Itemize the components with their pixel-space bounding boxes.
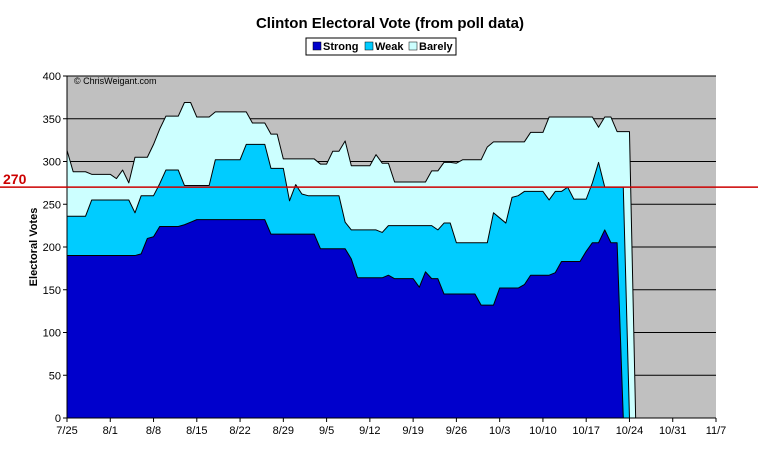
legend-swatch-strong xyxy=(312,41,322,51)
y-tick-label-250: 250 xyxy=(43,199,61,211)
y-axis-ticks: 0 50 100 150 200 250 300 350 400 xyxy=(43,71,67,425)
x-tick-label-15: 11/7 xyxy=(706,425,727,437)
legend-box xyxy=(305,37,457,56)
y-tick-label-50: 50 xyxy=(49,370,61,382)
x-tick-label-1: 8/1 xyxy=(103,425,118,437)
y-tick-label-300: 300 xyxy=(43,157,61,169)
x-tick-label-7: 9/12 xyxy=(359,425,380,437)
legend-swatch-barely xyxy=(408,41,418,51)
threshold-270-label: 270 xyxy=(3,171,27,187)
area-series xyxy=(66,102,637,419)
x-tick-label-5: 8/29 xyxy=(273,425,294,437)
x-tick-label-13: 10/24 xyxy=(616,425,644,437)
series-area-strong xyxy=(66,219,637,419)
legend: Strong Weak Barely xyxy=(305,37,457,56)
x-tick-label-2: 8/8 xyxy=(146,425,161,437)
x-tick-label-9: 9/26 xyxy=(446,425,467,437)
y-tick-label-150: 150 xyxy=(43,285,61,297)
legend-label-barely: Barely xyxy=(419,41,454,53)
x-tick-label-3: 8/15 xyxy=(186,425,207,437)
y-tick-label-0: 0 xyxy=(55,413,61,425)
x-axis-ticks: 7/25 8/1 8/8 8/15 8/22 8/29 9/5 9/12 9/19 9/26 10/… xyxy=(56,418,726,437)
x-tick-label-11: 10/10 xyxy=(529,425,557,437)
x-tick-label-6: 9/5 xyxy=(319,425,334,437)
y-tick-label-100: 100 xyxy=(43,328,61,340)
x-tick-label-4: 8/22 xyxy=(229,425,250,437)
y-tick-label-200: 200 xyxy=(43,242,61,254)
legend-label-weak: Weak xyxy=(375,41,404,53)
credit-text: © ChrisWeigant.com xyxy=(74,76,157,86)
x-tick-label-14: 10/31 xyxy=(659,425,687,437)
y-axis-label: Electoral Votes xyxy=(28,208,40,287)
x-tick-label-8: 9/19 xyxy=(402,425,423,437)
x-tick-label-0: 7/25 xyxy=(56,425,77,437)
x-tick-label-12: 10/17 xyxy=(572,425,600,437)
x-tick-label-10: 10/3 xyxy=(489,425,510,437)
y-tick-label-350: 350 xyxy=(43,114,61,126)
chart-title: Clinton Electoral Vote (from poll data) xyxy=(256,15,524,32)
legend-swatch-weak xyxy=(364,41,374,51)
legend-label-strong: Strong xyxy=(323,41,358,53)
y-tick-label-400: 400 xyxy=(43,71,61,83)
